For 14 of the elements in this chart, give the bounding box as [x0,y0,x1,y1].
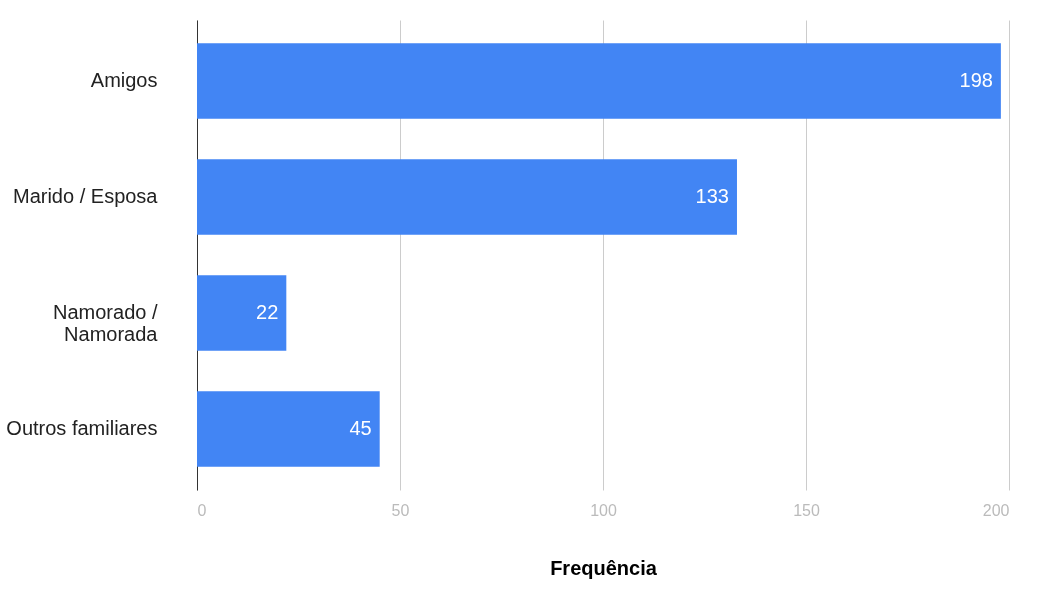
data-label: 198 [959,68,993,91]
x-axis-title: Frequência [550,556,658,579]
y-tick-label: Marido / Esposa [12,184,159,207]
data-label: 133 [695,184,729,207]
x-tick-label: 50 [391,501,410,519]
y-tick-label: Namorado / Namorada [53,301,159,346]
data-label: 22 [256,301,279,324]
x-tick-label: 0 [197,501,207,519]
y-tick-label: Outros familiares [6,417,158,440]
x-tick-label: 200 [982,501,1010,519]
data-label: 45 [349,417,372,440]
x-tick-label: 100 [590,501,617,519]
x-tick-label: 150 [793,501,820,519]
y-tick-label: Amigos [90,68,158,91]
